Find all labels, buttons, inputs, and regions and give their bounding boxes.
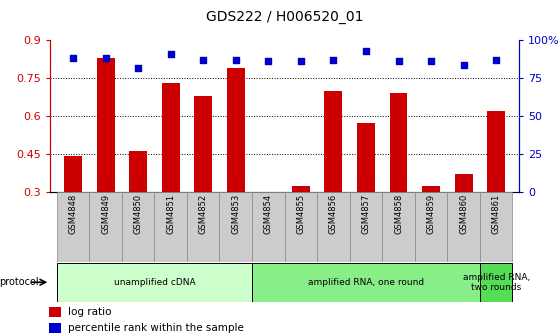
- Text: GSM4861: GSM4861: [492, 194, 501, 234]
- Bar: [357, 124, 375, 192]
- Text: percentile rank within the sample: percentile rank within the sample: [68, 323, 243, 333]
- Text: amplified RNA, one round: amplified RNA, one round: [308, 278, 424, 287]
- Bar: [97, 58, 114, 192]
- Point: [362, 48, 371, 54]
- Bar: [89, 192, 122, 262]
- Bar: [480, 263, 512, 302]
- Bar: [194, 96, 212, 192]
- Text: GSM4856: GSM4856: [329, 194, 338, 234]
- Point: [329, 57, 338, 62]
- Bar: [324, 91, 343, 192]
- Text: GSM4852: GSM4852: [199, 194, 208, 234]
- Text: GSM4857: GSM4857: [362, 194, 371, 234]
- Text: GSM4849: GSM4849: [101, 194, 110, 234]
- Bar: [64, 156, 82, 192]
- Bar: [448, 192, 480, 262]
- Bar: [455, 174, 473, 192]
- Bar: [389, 93, 407, 192]
- Bar: [285, 192, 317, 262]
- Bar: [219, 192, 252, 262]
- Bar: [252, 263, 480, 302]
- Text: log ratio: log ratio: [68, 307, 111, 317]
- Text: GSM4848: GSM4848: [69, 194, 78, 234]
- Bar: [162, 83, 180, 192]
- Bar: [292, 186, 310, 192]
- Bar: [415, 192, 448, 262]
- Bar: [487, 111, 505, 192]
- Text: unamplified cDNA: unamplified cDNA: [114, 278, 195, 287]
- Point: [199, 57, 208, 62]
- Point: [427, 59, 436, 64]
- Bar: [382, 192, 415, 262]
- Point: [296, 59, 305, 64]
- Bar: [129, 151, 147, 192]
- Bar: [350, 192, 382, 262]
- Text: GSM4858: GSM4858: [394, 194, 403, 234]
- Text: GSM4850: GSM4850: [133, 194, 143, 234]
- Text: amplified RNA,
two rounds: amplified RNA, two rounds: [463, 272, 530, 292]
- Bar: [480, 192, 512, 262]
- Bar: [187, 192, 219, 262]
- Text: GSM4854: GSM4854: [264, 194, 273, 234]
- Point: [264, 59, 273, 64]
- Bar: [317, 192, 350, 262]
- Point: [232, 57, 240, 62]
- Point: [492, 57, 501, 62]
- Text: GSM4859: GSM4859: [426, 194, 436, 234]
- Bar: [49, 323, 61, 333]
- Text: protocol: protocol: [0, 277, 39, 287]
- Point: [69, 56, 78, 61]
- Point: [134, 65, 143, 70]
- Text: GSM4853: GSM4853: [231, 194, 240, 234]
- Text: GSM4855: GSM4855: [296, 194, 305, 234]
- Point: [101, 56, 110, 61]
- Bar: [57, 192, 89, 262]
- Point: [394, 59, 403, 64]
- Point: [166, 51, 175, 57]
- Text: GSM4851: GSM4851: [166, 194, 175, 234]
- Bar: [252, 192, 285, 262]
- Bar: [155, 192, 187, 262]
- Bar: [227, 68, 245, 192]
- Bar: [422, 186, 440, 192]
- Bar: [57, 263, 252, 302]
- Text: GDS222 / H006520_01: GDS222 / H006520_01: [206, 9, 363, 24]
- Bar: [122, 192, 155, 262]
- Text: GSM4860: GSM4860: [459, 194, 468, 234]
- Bar: [49, 307, 61, 317]
- Point: [459, 62, 468, 67]
